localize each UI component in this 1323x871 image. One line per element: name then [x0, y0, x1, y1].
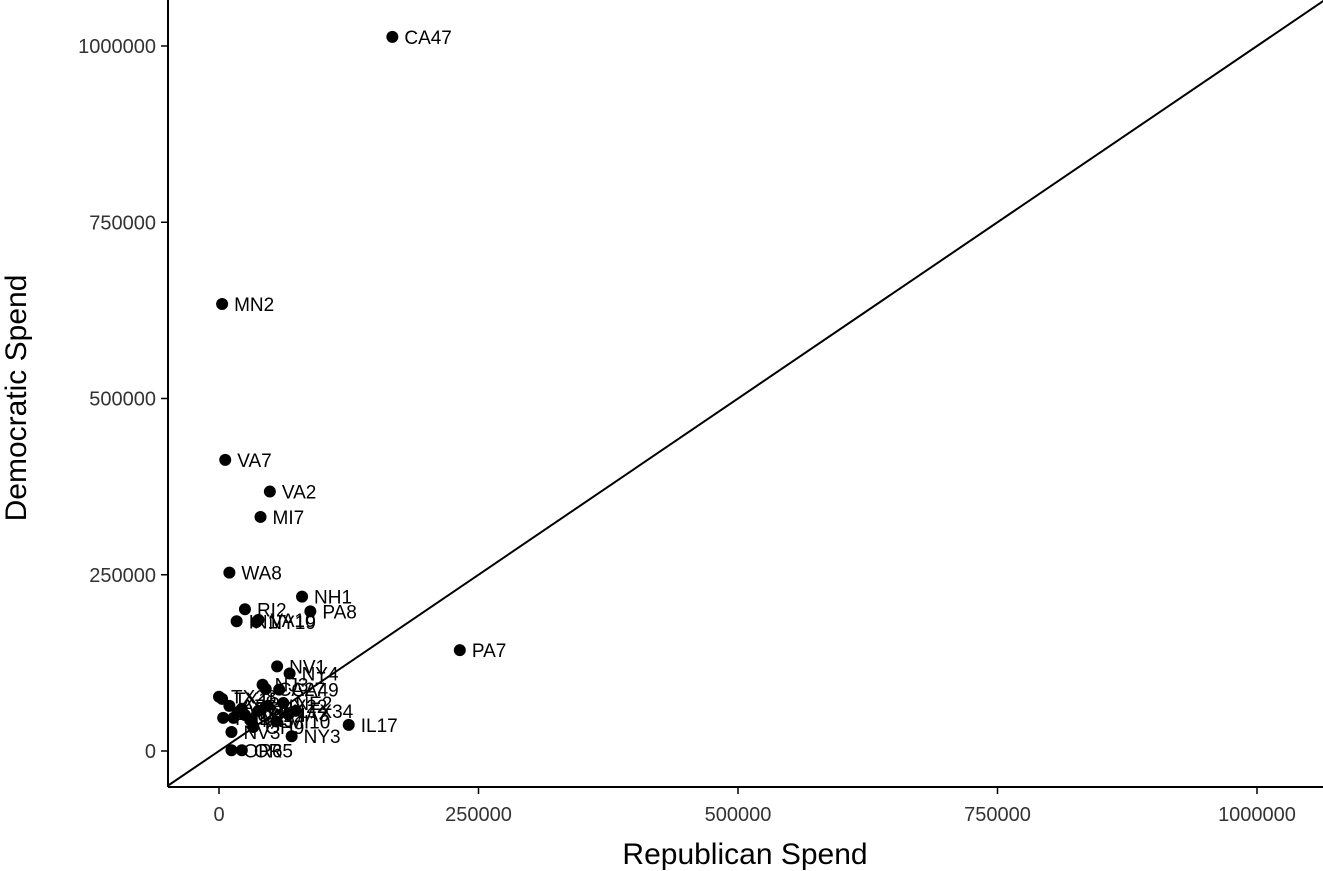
data-point [238, 603, 251, 616]
point-label: NY1 [270, 702, 307, 723]
data-point [304, 605, 317, 618]
x-tick-label: 250000 [445, 804, 512, 826]
data-point [225, 725, 238, 738]
data-point [296, 590, 309, 603]
data-point [273, 683, 286, 696]
point-label: TX34 [308, 702, 354, 723]
point-label: MI10 [288, 712, 330, 733]
point-label: IA3 [301, 705, 330, 726]
x-tick-label: 500000 [705, 804, 772, 826]
data-point [263, 485, 276, 498]
points-layer [213, 30, 466, 757]
axes-layer [167, 0, 1323, 788]
point-label: VA10 [270, 611, 315, 632]
point-label: VA2 [282, 483, 317, 504]
point-label: CA27 [278, 680, 326, 701]
y-axis-title: Democratic Spend [0, 275, 33, 522]
point-label: IN1 [249, 612, 279, 633]
reference-line-y-equals-x [168, 0, 1323, 787]
point-label: OH9 [265, 718, 304, 739]
data-point [261, 699, 274, 712]
data-point [216, 298, 229, 311]
data-point [223, 699, 236, 712]
data-point [271, 660, 284, 673]
point-label: WA8 [241, 564, 281, 585]
point-label: TX15 [234, 690, 279, 711]
point-label: OR6 [243, 741, 282, 762]
data-point [277, 697, 290, 710]
point-label: NJ3 [275, 676, 309, 697]
point-label: NY4 [302, 664, 339, 685]
point-label: OR5 [254, 741, 293, 762]
point-label: NV1 [289, 657, 326, 678]
data-point [235, 744, 248, 757]
data-point [217, 711, 230, 724]
point-label: WI3 [250, 703, 284, 724]
data-point [342, 718, 355, 731]
data-point [283, 667, 296, 680]
data-point [453, 644, 466, 657]
ticks-layer: 0 250000 500000 750000 1000000 0 250000 500000 7… [78, 36, 1296, 826]
x-tick-label: 750000 [964, 804, 1031, 826]
point-label: NY22 [280, 697, 328, 718]
point-label: NH1 [314, 588, 352, 609]
data-point [219, 453, 232, 466]
point-label: CA22 [257, 706, 305, 727]
reference-line-layer [168, 0, 1323, 787]
data-point [231, 706, 244, 719]
data-point [252, 704, 265, 717]
y-tick-label: 250000 [89, 565, 156, 587]
y-tick-label: 0 [145, 741, 156, 763]
data-point [223, 566, 236, 579]
data-point [270, 715, 283, 728]
data-point [247, 721, 260, 734]
point-label: CO8 [254, 700, 293, 721]
point-label: PA8 [322, 602, 357, 623]
point-label: NY19 [268, 613, 316, 634]
data-point [259, 682, 272, 695]
x-tick-label: 0 [213, 804, 224, 826]
data-point [252, 613, 265, 626]
data-point [285, 730, 298, 743]
x-axis-title: Republican Spend [622, 838, 867, 871]
point-label: RI2 [257, 600, 287, 621]
y-tick-label: 750000 [89, 212, 156, 234]
y-tick-label: 500000 [89, 389, 156, 411]
point-label: PA7 [472, 641, 507, 662]
x-tick-label: 1000000 [1218, 804, 1296, 826]
point-label: CA49 [291, 681, 339, 702]
point-label: AZ6 [241, 697, 276, 718]
data-point [386, 30, 399, 43]
point-label: MI3 [262, 711, 294, 732]
point-label: CA47 [404, 28, 452, 49]
point-label: VA7 [237, 451, 272, 472]
point-label: MN2 [234, 295, 274, 316]
point-label: NM2 [246, 709, 286, 730]
point-label: NE2 [295, 694, 332, 715]
data-point [230, 615, 243, 628]
y-tick-label: 1000000 [78, 36, 156, 58]
point-label: MI7 [273, 508, 305, 529]
point-label: NY3 [304, 727, 341, 748]
data-point [254, 510, 267, 523]
data-point [282, 708, 295, 721]
point-label: PA1 [235, 709, 270, 730]
data-point [225, 744, 238, 757]
point-label: NV3 [243, 723, 280, 744]
point-label: IL17 [361, 716, 398, 737]
point-label: TX28 [231, 688, 276, 709]
